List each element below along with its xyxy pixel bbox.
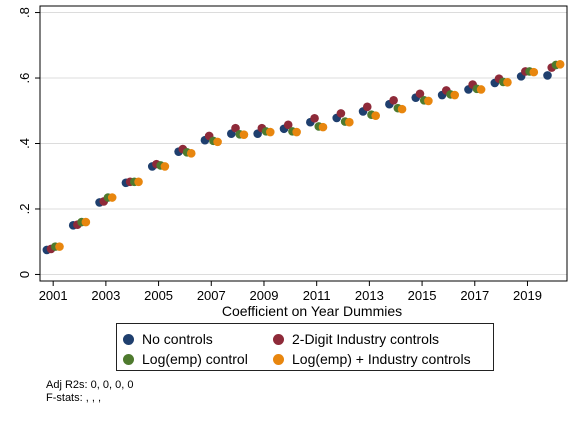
data-point	[55, 242, 64, 251]
x-tick-label: 2001	[39, 288, 68, 303]
data-point	[213, 137, 222, 147]
data-point	[450, 90, 460, 100]
x-tick-label: 2007	[197, 288, 226, 303]
data-point	[424, 96, 433, 106]
data-point	[239, 130, 249, 139]
data-point	[555, 59, 565, 69]
f-stats-note: F-stats: , , ,	[46, 392, 102, 404]
x-axis-title: Coefficient on Year Dummies	[222, 303, 402, 319]
y-tick-label: .4	[17, 138, 32, 149]
y-tick-label: .6	[17, 73, 32, 84]
x-tick-label: 2009	[250, 288, 279, 303]
x-tick-label: 2017	[460, 288, 489, 303]
data-point	[283, 120, 293, 130]
data-point	[529, 67, 539, 77]
series-1	[42, 71, 552, 255]
data-point	[476, 85, 486, 94]
series-4	[55, 59, 565, 251]
legend-label: 2-Digit Industry controls	[292, 331, 440, 347]
data-point	[371, 111, 380, 120]
legend-marker-icon	[123, 333, 134, 345]
legend-item-industry-controls: 2-Digit Industry controls	[273, 331, 439, 347]
data-point	[362, 102, 372, 112]
y-tick-label: 0	[17, 271, 32, 278]
data-point	[186, 149, 196, 158]
y-tick-label: .8	[17, 7, 32, 18]
x-tick-label: 2013	[355, 288, 384, 303]
adj-r2-note: Adj R2s: 0, 0, 0, 0	[46, 379, 134, 391]
legend-marker-icon	[273, 353, 284, 365]
data-point	[336, 109, 346, 118]
data-point	[292, 127, 301, 137]
x-tick-label: 2015	[408, 288, 437, 303]
data-point	[310, 113, 319, 123]
legend: No controls 2-Digit Industry controls Lo…	[116, 323, 494, 371]
x-axis: 2001 2003 2005 2007 2009 2011 2013 2015 2017 2019	[39, 281, 542, 303]
legend-label: Log(emp) control	[142, 351, 248, 367]
data-point	[318, 122, 328, 132]
data-point	[503, 77, 512, 87]
data-point	[107, 193, 117, 202]
x-tick-label: 2005	[144, 288, 173, 303]
legend-item-logemp-industry-controls: Log(emp) + Industry controls	[273, 351, 471, 367]
y-axis: 0 .2 .4 .6 .8	[17, 7, 40, 278]
legend-marker-icon	[273, 333, 284, 345]
legend-label: Log(emp) + Industry controls	[292, 351, 471, 367]
x-tick-label: 2011	[303, 288, 331, 303]
legend-item-logemp-control: Log(emp) control	[123, 351, 248, 367]
data-point	[345, 117, 354, 127]
data-point	[543, 71, 552, 80]
data-point	[81, 217, 91, 227]
data-point	[415, 89, 425, 99]
legend-marker-icon	[123, 353, 134, 365]
data-point	[160, 162, 170, 171]
gridlines	[40, 12, 567, 275]
data-point	[231, 123, 240, 133]
data-point	[389, 95, 398, 105]
data-point	[265, 127, 275, 137]
y-tick-label: .2	[17, 204, 32, 215]
legend-item-no-controls: No controls	[123, 331, 213, 347]
x-tick-label: 2003	[91, 288, 120, 303]
data-point	[134, 177, 143, 187]
legend-label: No controls	[142, 331, 213, 347]
data-points	[42, 59, 565, 255]
data-point	[397, 104, 407, 114]
x-tick-label: 2019	[513, 288, 542, 303]
